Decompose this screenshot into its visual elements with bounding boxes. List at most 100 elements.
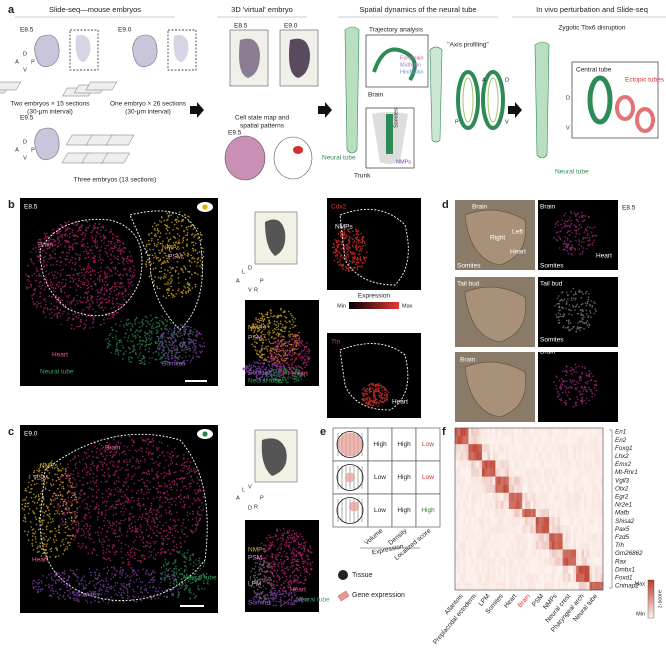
cell — [49, 242, 51, 245]
cell — [154, 316, 156, 319]
cell — [117, 293, 120, 296]
cell — [189, 470, 191, 472]
cell — [116, 500, 119, 502]
cell — [111, 460, 113, 462]
cell — [375, 385, 378, 387]
cell — [80, 229, 82, 231]
cell — [61, 225, 63, 227]
cell — [193, 531, 195, 533]
cell — [93, 464, 95, 467]
cell — [102, 309, 105, 312]
cell — [169, 483, 172, 486]
cell — [170, 513, 173, 515]
cell — [188, 354, 191, 357]
cell — [58, 312, 60, 314]
cell — [161, 337, 164, 340]
cell — [583, 214, 585, 217]
cell — [136, 548, 139, 551]
cell — [340, 243, 343, 246]
cell — [575, 401, 577, 403]
cell — [577, 365, 580, 368]
cell — [173, 500, 176, 502]
cell — [125, 322, 127, 325]
cell — [168, 470, 171, 473]
cell — [186, 511, 189, 513]
cell — [91, 462, 94, 465]
cell — [189, 506, 191, 508]
cell — [585, 381, 587, 384]
cell — [168, 249, 171, 251]
cell — [171, 354, 173, 357]
cell — [112, 532, 114, 534]
cell — [108, 545, 111, 547]
cell — [565, 374, 567, 377]
cell — [84, 235, 87, 237]
cell — [75, 224, 77, 226]
cell — [260, 312, 263, 315]
cell — [151, 529, 154, 532]
cell — [94, 508, 96, 510]
cell — [40, 268, 42, 271]
cell — [372, 404, 375, 407]
cell — [21, 507, 24, 510]
cell — [179, 211, 181, 213]
cell — [352, 246, 354, 248]
cell — [177, 330, 179, 333]
cell — [84, 515, 86, 518]
cell — [360, 241, 362, 243]
cell — [152, 557, 155, 559]
cell — [65, 278, 67, 281]
cell — [131, 259, 134, 262]
cell — [69, 491, 71, 494]
cell — [66, 274, 68, 277]
cell — [88, 252, 90, 254]
cell — [192, 247, 194, 250]
cell — [356, 249, 358, 251]
cell — [134, 318, 137, 321]
cell — [255, 369, 257, 371]
cell — [78, 492, 81, 495]
cell — [130, 277, 133, 279]
cell — [292, 349, 294, 352]
cell — [192, 346, 194, 349]
cell — [104, 281, 107, 283]
cell — [161, 502, 164, 504]
cell — [111, 261, 113, 264]
cell — [114, 472, 116, 474]
cell — [154, 358, 156, 361]
cell — [179, 342, 181, 344]
cell — [170, 460, 173, 462]
cell — [269, 331, 271, 334]
cell — [54, 497, 57, 499]
cell — [304, 346, 306, 349]
cell — [179, 242, 181, 244]
cell — [112, 328, 114, 331]
cell — [87, 263, 90, 265]
cell — [181, 528, 183, 531]
cell — [159, 258, 162, 260]
cell — [178, 282, 180, 284]
cell — [176, 483, 178, 485]
cell — [142, 545, 145, 548]
cell — [170, 486, 173, 489]
cell — [146, 544, 149, 547]
cell — [95, 466, 98, 469]
cell — [122, 303, 124, 306]
cell — [86, 298, 88, 300]
cell — [127, 322, 130, 325]
cell — [173, 331, 175, 334]
cell — [255, 341, 258, 344]
cell — [100, 246, 102, 248]
cell — [191, 503, 194, 505]
cell — [269, 321, 271, 324]
cell — [39, 492, 42, 495]
cell — [148, 335, 151, 337]
cell — [344, 269, 347, 271]
cell — [181, 346, 184, 349]
cell — [132, 496, 134, 499]
cell — [366, 390, 368, 393]
cell — [178, 331, 181, 333]
cell — [585, 373, 587, 375]
cell — [574, 229, 576, 231]
cell — [164, 475, 166, 478]
